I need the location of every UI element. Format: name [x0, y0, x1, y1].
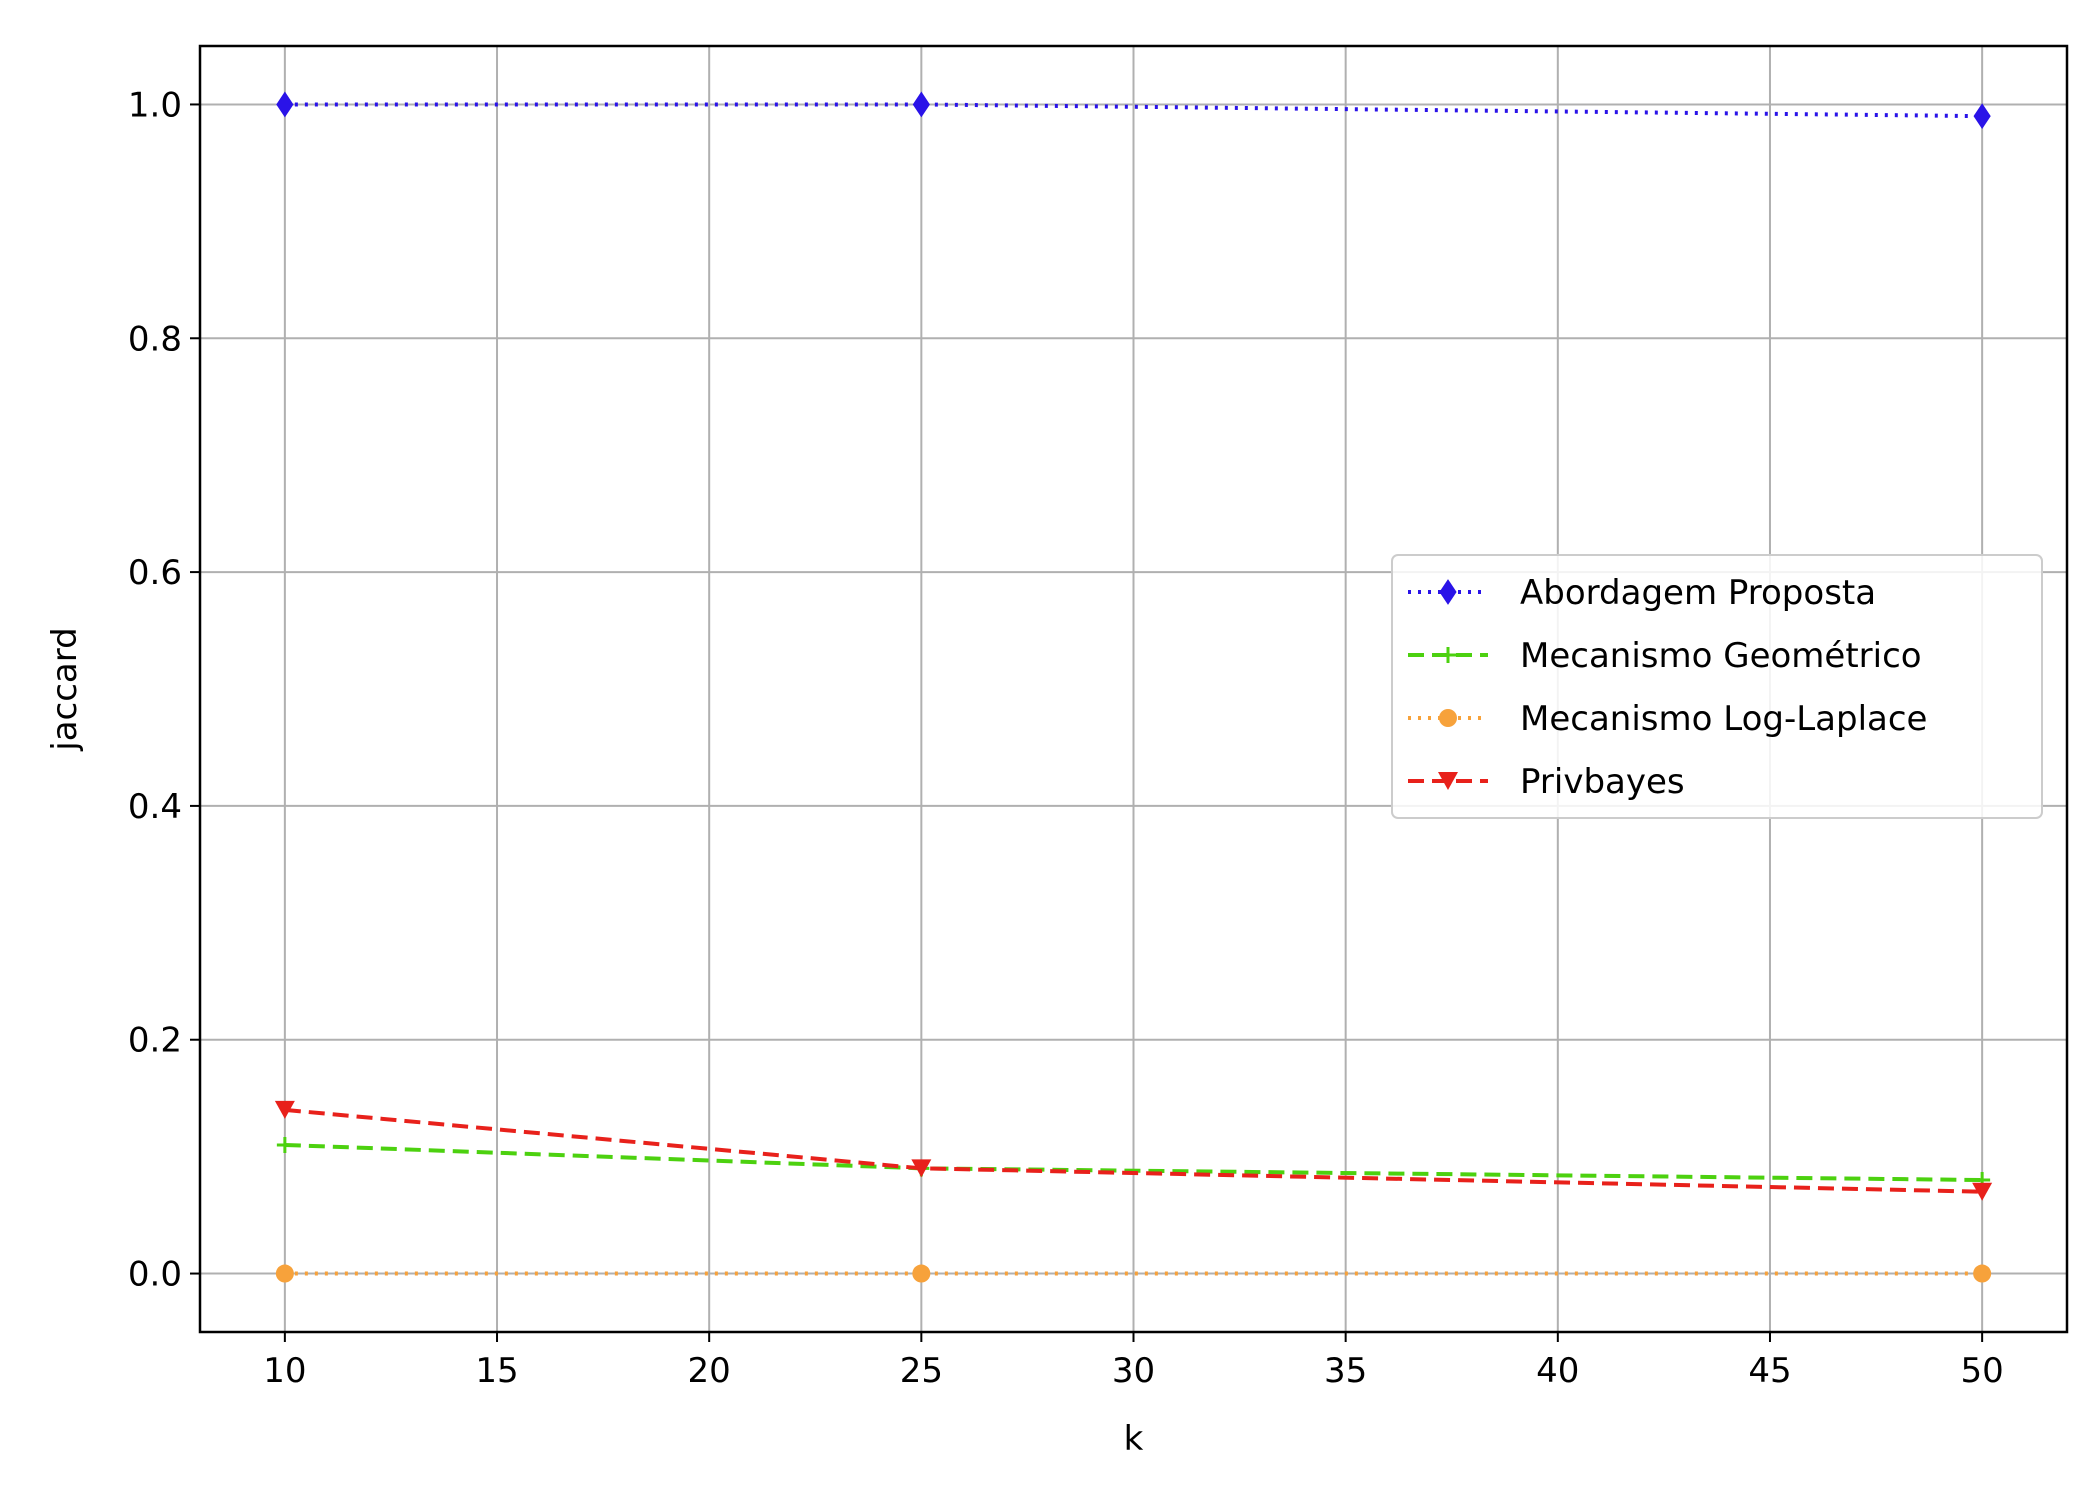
data-point	[912, 1264, 931, 1283]
x-tick-label: 45	[1748, 1351, 1791, 1391]
x-tick-label: 40	[1536, 1351, 1579, 1391]
legend-item: Privbayes	[1408, 762, 1685, 802]
data-point	[912, 91, 930, 118]
legend-label: Mecanismo Log-Laplace	[1520, 699, 1927, 739]
x-tick-label: 10	[263, 1351, 306, 1391]
y-tick-label: 0.4	[128, 787, 182, 827]
legend-label: Privbayes	[1520, 762, 1685, 802]
legend-item: Abordagem Proposta	[1408, 573, 1876, 613]
x-tick-label: 50	[1961, 1351, 2004, 1391]
legend: Abordagem Proposta Mecanismo Geométrico Me…	[1391, 554, 2043, 819]
legend-marker	[1439, 579, 1457, 605]
series-2	[275, 1264, 1992, 1283]
x-tick-label: 30	[1112, 1351, 1155, 1391]
y-axis-ticks: 0.0 0.2 0.4 0.6 0.8 1.0	[128, 85, 200, 1295]
data-point	[911, 1159, 932, 1178]
series-layer	[274, 91, 1993, 1283]
data-point	[276, 91, 294, 118]
x-tick-label: 35	[1324, 1351, 1367, 1391]
legend-marker	[1439, 709, 1457, 727]
y-tick-label: 0.6	[128, 553, 182, 593]
legend-item: Mecanismo Log-Laplace	[1408, 699, 1927, 739]
data-point	[1972, 1182, 1993, 1201]
legend-label: Abordagem Proposta	[1520, 573, 1876, 613]
data-point	[1973, 103, 1991, 130]
x-axis-label: k	[1124, 1419, 1144, 1459]
data-point	[274, 1100, 295, 1119]
series-line	[284, 102, 1983, 119]
legend-marker	[1438, 772, 1458, 790]
data-point	[276, 1136, 293, 1153]
legend-box	[1391, 554, 2043, 819]
x-axis-ticks: 10 15 20 25 30 35 40 45 50	[263, 1332, 2004, 1391]
data-point	[1973, 1264, 1992, 1283]
y-tick-label: 1.0	[128, 85, 182, 125]
legend-item: Mecanismo Geométrico	[1408, 636, 1922, 676]
data-point	[275, 1264, 294, 1283]
legend-marker	[1440, 647, 1456, 663]
y-tick-label: 0.2	[128, 1021, 182, 1061]
x-tick-label: 20	[688, 1351, 731, 1391]
y-tick-label: 0.0	[128, 1255, 182, 1295]
x-tick-label: 15	[475, 1351, 518, 1391]
series-3	[274, 1100, 1993, 1201]
y-axis-label: jaccard	[45, 627, 85, 751]
x-tick-label: 25	[900, 1351, 943, 1391]
legend-label: Mecanismo Geométrico	[1520, 636, 1922, 676]
y-tick-label: 0.8	[128, 319, 182, 359]
series-0	[276, 91, 1991, 130]
